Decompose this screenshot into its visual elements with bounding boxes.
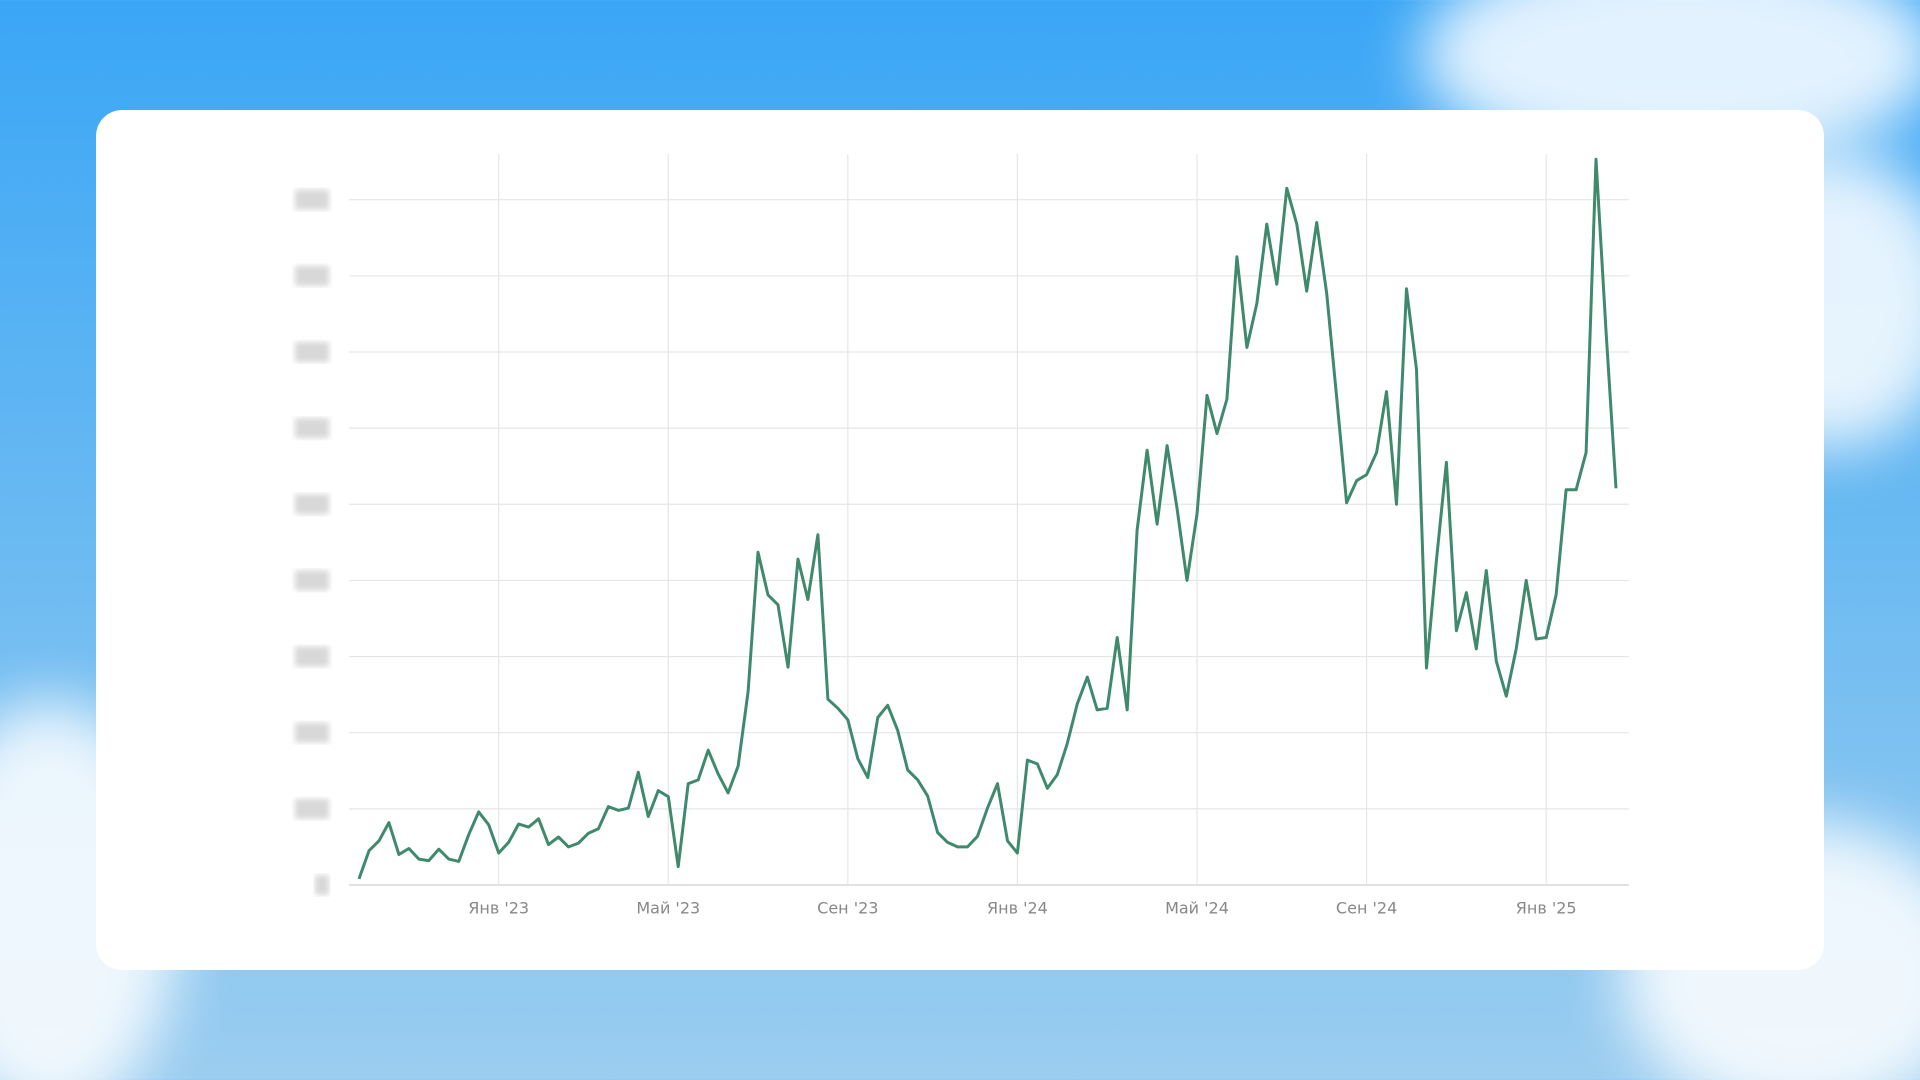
y-tick-label-blurred xyxy=(295,798,329,819)
y-tick-label-blurred xyxy=(295,646,329,667)
x-tick-label: Янв '25 xyxy=(1516,899,1577,918)
y-tick-label-blurred xyxy=(295,265,329,286)
x-tick-label: Сен '23 xyxy=(817,899,878,918)
x-tick-label: Сен '24 xyxy=(1336,899,1397,918)
x-tick-label: Май '24 xyxy=(1165,899,1229,918)
y-tick-label-blurred xyxy=(315,875,329,895)
y-tick-label-blurred xyxy=(295,570,329,591)
y-tick-label-blurred xyxy=(295,418,329,439)
y-tick-label-blurred xyxy=(295,494,329,515)
chart-card xyxy=(96,110,1824,970)
x-tick-label: Май '23 xyxy=(636,899,700,918)
line xyxy=(357,157,1618,880)
y-tick-label-blurred xyxy=(295,341,329,362)
y-tick-label-blurred xyxy=(295,722,329,743)
x-tick-label: Янв '23 xyxy=(468,899,529,918)
x-tick-label: Янв '24 xyxy=(987,899,1048,918)
y-tick-label-blurred xyxy=(295,189,329,210)
